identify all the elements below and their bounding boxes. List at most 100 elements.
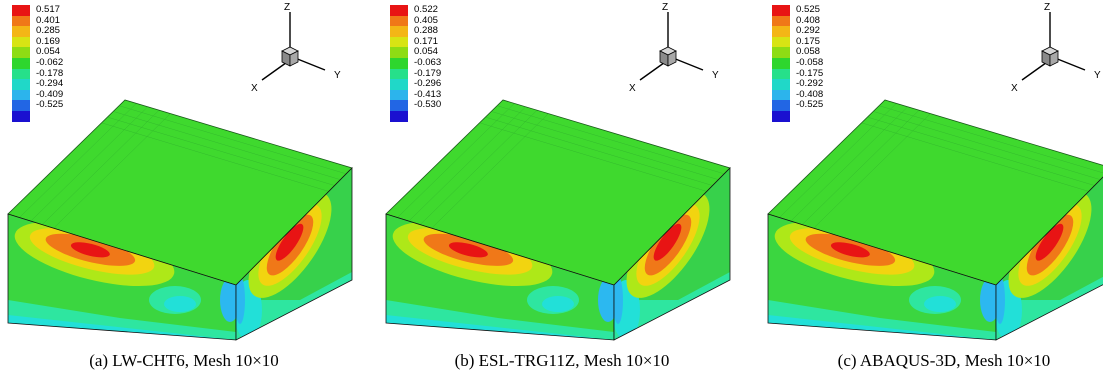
- legend-swatch: [12, 36, 30, 48]
- legend-swatch: [12, 26, 30, 37]
- legend-value: 0.522: [414, 4, 439, 15]
- legend-swatch: [772, 100, 790, 111]
- legend-swatch: [390, 15, 408, 27]
- contour-plot: Z X Y: [385, 2, 731, 341]
- axis-triad: Z X Y: [1011, 2, 1101, 94]
- legend-value: -0.058: [796, 56, 824, 68]
- mesh-line: [491, 111, 719, 180]
- legend-value: 0.285: [36, 25, 61, 37]
- contour-band: [996, 276, 1005, 324]
- contour-plot: Z X Y: [767, 2, 1103, 341]
- legend-value: -0.179: [414, 67, 442, 79]
- mesh-line: [408, 106, 526, 222]
- contour-band: [220, 278, 236, 322]
- mesh-lines: [19, 103, 347, 229]
- mesh-line: [113, 111, 341, 180]
- mesh-line: [779, 103, 897, 218]
- legend-swatch: [772, 89, 790, 101]
- contour-band: [980, 278, 996, 322]
- legend-value: -0.530: [414, 99, 442, 111]
- legend-value: 0.054: [414, 46, 439, 58]
- legend-swatch: [390, 79, 408, 90]
- y-axis-line: [1054, 57, 1086, 71]
- contour-band: [653, 223, 682, 261]
- legend-value: 0.169: [36, 35, 61, 47]
- mesh-line: [397, 103, 515, 218]
- x-axis-label: X: [251, 83, 258, 94]
- contour-band: [1035, 223, 1064, 261]
- contour-band: [614, 276, 623, 324]
- contour-band: [598, 278, 614, 322]
- mesh-line: [861, 122, 1089, 192]
- legend-swatch: [390, 5, 408, 16]
- legend-value: -0.062: [36, 56, 64, 68]
- triad-cube-right: [667, 50, 677, 67]
- mesh-line: [802, 110, 920, 225]
- legend-swatch: [772, 79, 790, 90]
- panel-caption: (c) ABAQUS-3D, Mesh 10×10: [837, 351, 1051, 370]
- contour-band: [830, 242, 870, 258]
- axis-triad: Z X Y: [251, 2, 341, 94]
- legend-value: 0.054: [36, 46, 61, 58]
- legend-swatch: [12, 79, 30, 90]
- figure-panel-b: Z X Y 0.522 0.405 0.288 0.171 0.054 -0.063 -0.17…: [378, 0, 746, 385]
- mesh-line: [101, 122, 329, 192]
- mesh-line: [790, 106, 908, 222]
- z-axis-label: Z: [284, 2, 290, 13]
- mesh-line: [107, 116, 335, 186]
- triad-cube-right: [1049, 50, 1059, 67]
- mesh-line: [19, 103, 137, 218]
- legend-swatch: [12, 100, 30, 111]
- x-axis-label: X: [1011, 83, 1018, 94]
- contour-band: [70, 242, 110, 258]
- legend-swatch: [12, 47, 30, 58]
- legend-value: 0.525: [796, 4, 821, 15]
- legend-value: 0.292: [796, 25, 821, 37]
- legend-swatch: [772, 57, 790, 69]
- legend-value: -0.413: [414, 88, 442, 100]
- mesh-line: [485, 116, 713, 186]
- mesh-line: [479, 122, 707, 192]
- front-face: [768, 214, 996, 340]
- panel-caption: (a) LW-CHT6, Mesh 10×10: [89, 351, 279, 370]
- legend-value: -0.408: [796, 88, 824, 100]
- mesh-line: [431, 113, 549, 229]
- mesh-line: [867, 116, 1095, 186]
- mesh-line: [119, 105, 347, 175]
- y-axis-label: Y: [334, 70, 341, 81]
- axis-triad: Z X Y: [629, 2, 719, 94]
- mesh-line: [42, 110, 160, 225]
- mesh-line: [879, 105, 1103, 174]
- legend-swatch: [772, 15, 790, 27]
- legend-swatch: [772, 26, 790, 37]
- legend-value: -0.525: [36, 99, 64, 111]
- legend-value: 0.405: [414, 14, 439, 26]
- mesh-line: [53, 113, 171, 229]
- legend-swatch: [12, 89, 30, 101]
- side-face-outline: [995, 176, 1103, 341]
- mesh-line: [873, 111, 1101, 180]
- y-axis-line: [294, 57, 326, 71]
- legend-value: -0.063: [414, 56, 442, 68]
- legend-swatch: [390, 89, 408, 101]
- contour-band: [164, 296, 196, 312]
- legend-swatch: [772, 110, 790, 122]
- panel-caption: (b) ESL-TRG11Z, Mesh 10×10: [454, 351, 670, 370]
- legend-swatch: [12, 15, 30, 27]
- mesh-lines: [779, 103, 1103, 229]
- legend-swatch: [390, 110, 408, 122]
- legend-swatch: [390, 26, 408, 37]
- side-face-outline: [613, 167, 731, 341]
- legend-swatch: [772, 5, 790, 16]
- legend-value: 0.058: [796, 46, 821, 58]
- legend-swatch: [772, 47, 790, 58]
- figure-panel-a: Z X Y 0.517 0.401 0.285 0.169 0.054 -0.062 -0.17…: [0, 0, 368, 385]
- legend-swatch: [390, 68, 408, 80]
- legend-swatch: [772, 36, 790, 48]
- mesh-lines: [397, 103, 725, 229]
- side-face: [996, 168, 1103, 340]
- mesh-line: [30, 106, 148, 222]
- legend-value: -0.292: [796, 78, 824, 90]
- legend-swatch: [390, 100, 408, 111]
- y-axis-line: [672, 57, 704, 71]
